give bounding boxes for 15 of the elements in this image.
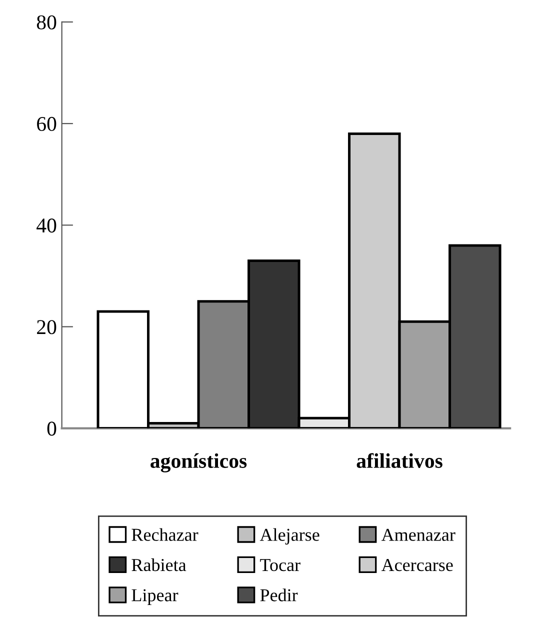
y-tick-label: 80 (36, 15, 56, 30)
x-tick-label: agonísticos (150, 453, 247, 472)
legend-label: Pedir (260, 588, 298, 602)
legend-label: Tocar (260, 559, 300, 572)
legend-label: Acercarse (381, 559, 453, 572)
legend-label: Amenazar (381, 528, 456, 541)
x-tick-label: afiliativos (356, 453, 442, 468)
legend-label: Rechazar (132, 528, 198, 541)
legend-label: Lipear (132, 589, 178, 605)
y-tick-label: 40 (36, 218, 56, 233)
y-tick-label: 20 (37, 320, 56, 334)
y-tick-label: 0 (47, 422, 56, 436)
y-tick-label: 60 (37, 116, 56, 131)
legend-label: Alejarse (260, 528, 320, 545)
legend-label: Rabieta (132, 558, 186, 572)
